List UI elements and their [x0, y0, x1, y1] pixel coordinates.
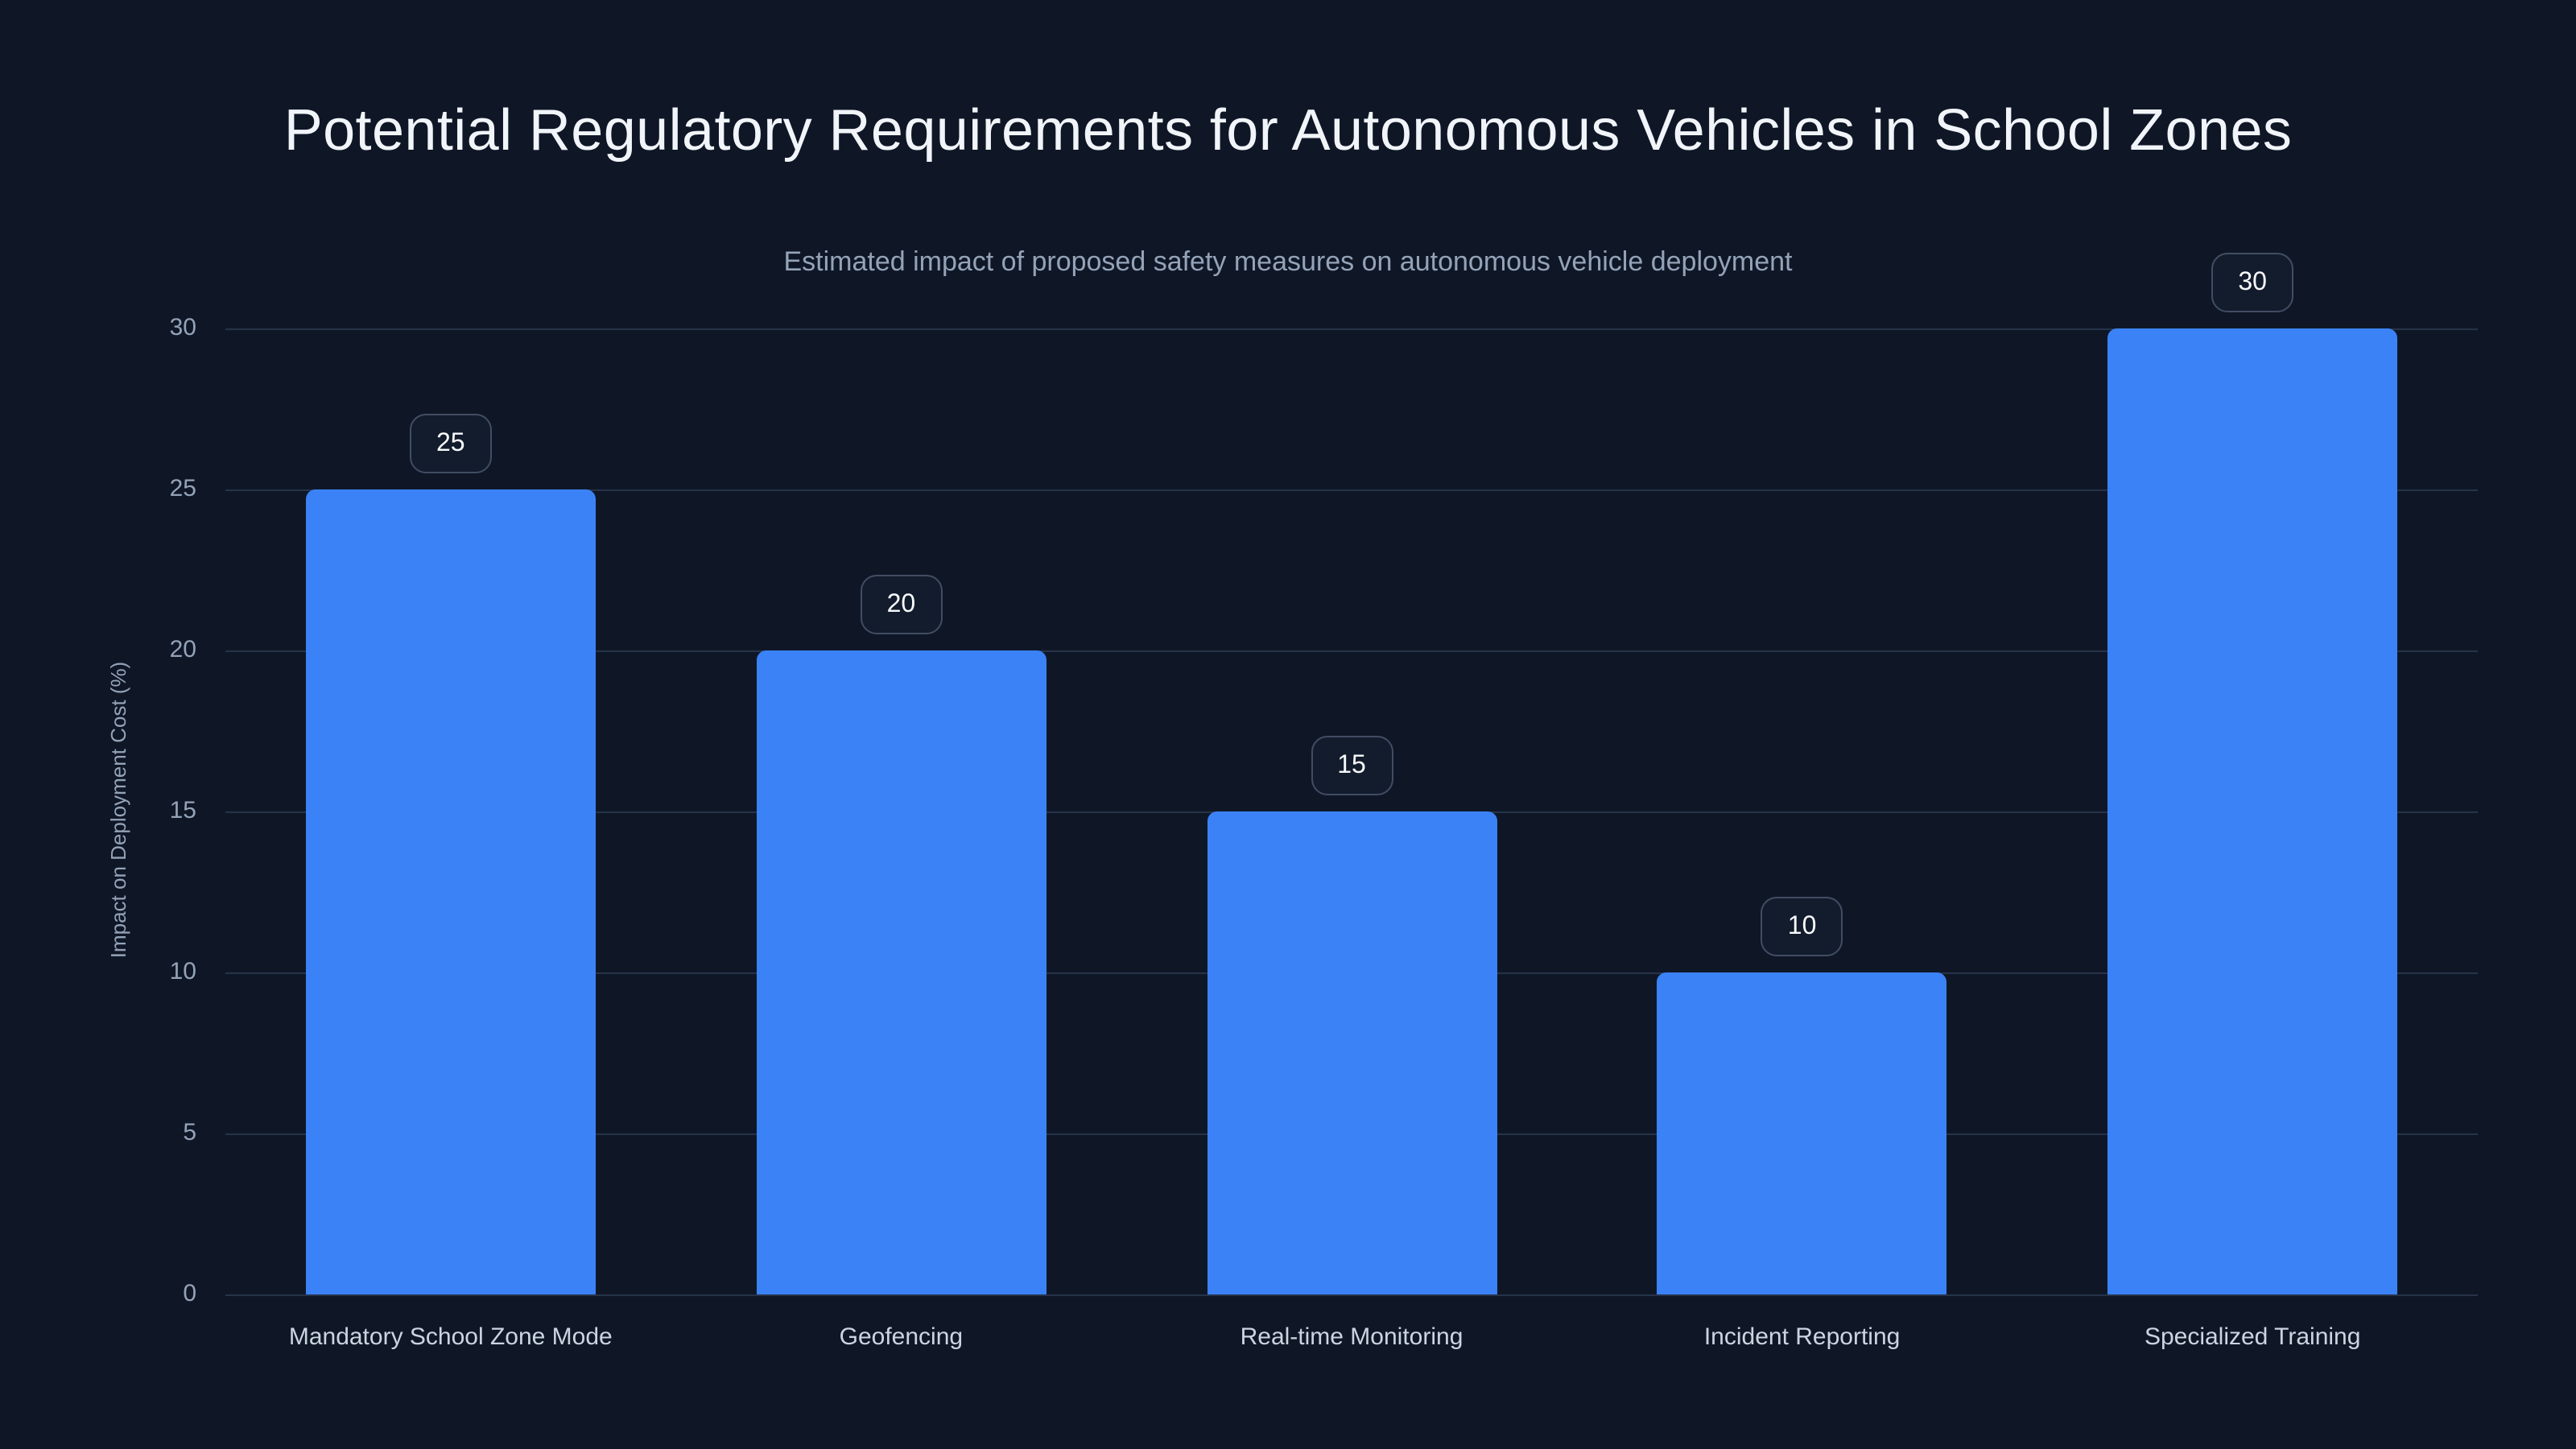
x-axis-label-real-time-monitoring: Real-time Monitoring: [1240, 1323, 1463, 1351]
value-badge-mandatory-school-zone-mode: 25: [409, 414, 492, 473]
y-tick-label-5: 5: [183, 1119, 196, 1146]
value-badge-incident-reporting: 10: [1761, 897, 1843, 956]
x-axis-label-mandatory-school-zone-mode: Mandatory School Zone Mode: [288, 1323, 613, 1351]
chart-title: Potential Regulatory Requirements for Au…: [283, 97, 2293, 163]
gridline-30: [225, 328, 2478, 329]
bar-specialized-training[interactable]: [2107, 328, 2398, 1294]
value-badge-geofencing: 20: [860, 575, 943, 634]
y-tick-label-10: 10: [169, 958, 196, 985]
bar-incident-reporting[interactable]: [1657, 972, 1947, 1294]
chart-subtitle: Estimated impact of proposed safety meas…: [783, 246, 1793, 277]
value-badge-specialized-training: 30: [2211, 253, 2294, 312]
y-tick-label-20: 20: [169, 636, 196, 663]
y-tick-label-30: 30: [169, 314, 196, 341]
bar-geofencing[interactable]: [756, 650, 1046, 1294]
x-axis-label-geofencing: Geofencing: [839, 1323, 964, 1351]
y-tick-label-25: 25: [169, 475, 196, 502]
gridline-20: [225, 650, 2478, 651]
gridline-0: [225, 1294, 2478, 1295]
gridline-25: [225, 489, 2478, 490]
bar-mandatory-school-zone-mode[interactable]: [305, 489, 596, 1294]
y-tick-label-0: 0: [183, 1280, 196, 1307]
bar-real-time-monitoring[interactable]: [1207, 811, 1496, 1294]
x-axis-label-specialized-training: Specialized Training: [2144, 1323, 2361, 1351]
y-tick-label-15: 15: [169, 797, 196, 824]
plot-area: 25 20 15 10 30: [225, 253, 2478, 1295]
x-axis-label-incident-reporting: Incident Reporting: [1703, 1323, 1901, 1351]
value-badge-real-time-monitoring: 15: [1311, 736, 1393, 795]
